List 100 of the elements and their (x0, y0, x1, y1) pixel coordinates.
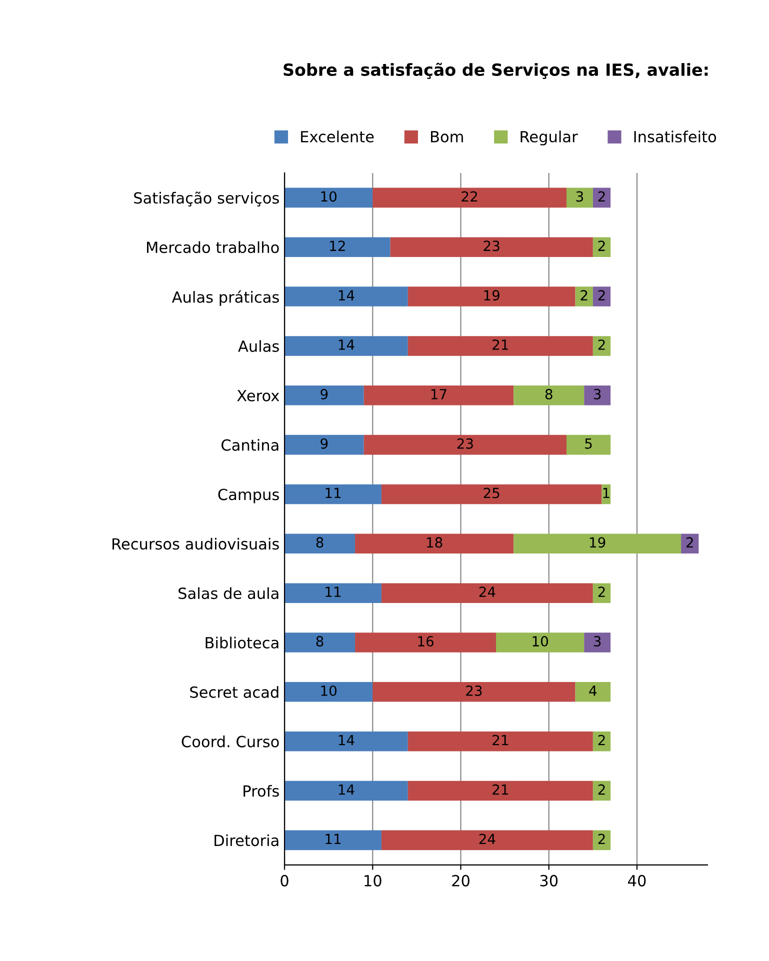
data-label: 23 (457, 438, 473, 449)
data-label: 24 (479, 834, 496, 844)
chart-title: Sobre a satisfação de Serviços na IES, avalie: (284, 62, 708, 80)
data-label: 17 (431, 389, 446, 400)
data-label: 14 (338, 784, 354, 795)
bar (592, 286, 611, 306)
data-label: 2 (598, 240, 605, 251)
bar (381, 583, 593, 603)
y-tick-label: Xerox (237, 390, 280, 402)
x-tick-label: 40 (628, 874, 646, 886)
legend-label: Excelente (301, 130, 374, 142)
y-tick-label: Secret acad (190, 686, 278, 698)
bar (355, 632, 496, 652)
bar (284, 780, 408, 801)
bar (408, 336, 593, 356)
bar (575, 682, 611, 702)
data-label: 25 (484, 488, 500, 498)
legend-label: Regular (520, 130, 578, 146)
bar (284, 286, 408, 306)
y-tick-label: Coord. Curso (182, 736, 279, 748)
data-label: 14 (338, 340, 354, 350)
bar (592, 583, 611, 603)
data-label: 11 (326, 586, 341, 597)
y-tick-label: Aulas (238, 340, 279, 352)
bar (372, 188, 566, 208)
data-label: 10 (532, 636, 548, 647)
data-label: 2 (598, 191, 605, 202)
x-tick-label: 30 (540, 874, 558, 886)
data-label: 21 (492, 784, 508, 795)
data-label: 3 (594, 636, 601, 647)
y-tick-label: Diretoria (214, 834, 278, 846)
bar (408, 286, 576, 306)
bar (681, 534, 699, 554)
data-label: 1 (603, 488, 610, 498)
bar (284, 830, 382, 850)
bar (284, 336, 408, 356)
bar (284, 682, 373, 702)
data-label: 9 (320, 388, 328, 400)
bar (592, 830, 611, 850)
data-label: 8 (316, 636, 324, 647)
bar (355, 534, 514, 554)
data-label: 3 (594, 388, 601, 400)
bar (284, 632, 356, 652)
y-tick-label: Mercado trabalho (147, 241, 279, 254)
data-label: 18 (427, 537, 442, 548)
bar (284, 237, 390, 257)
bar (566, 434, 611, 455)
data-label: 10 (321, 191, 336, 202)
y-tick-label: Recursos audiovisuais (112, 538, 279, 550)
x-tick-label: 20 (452, 874, 470, 886)
data-label: 10 (321, 685, 336, 696)
y-tick-label: Satisfação serviços (134, 192, 279, 206)
bar (584, 632, 611, 652)
bar (575, 286, 593, 306)
data-label: 19 (590, 537, 606, 548)
data-label: 12 (330, 240, 345, 251)
bar (514, 534, 682, 554)
data-label: 23 (484, 240, 500, 252)
data-label: 2 (598, 734, 605, 746)
bar (372, 682, 576, 702)
y-tick-label: Salas de aula (178, 587, 278, 600)
legend-label: Bom (431, 131, 463, 142)
y-tick-label: Aulas práticas (172, 290, 279, 306)
data-label: 4 (589, 686, 597, 696)
y-tick-label: Profs (244, 784, 279, 797)
bar (514, 386, 584, 406)
bar (364, 386, 514, 406)
bar (592, 237, 611, 257)
bar (284, 188, 373, 208)
bar (592, 336, 611, 356)
data-label: 3 (576, 191, 584, 202)
x-tick-label: 0 (280, 874, 288, 886)
y-tick-label: Cantina (222, 439, 278, 451)
y-tick-label: Campus (218, 488, 279, 504)
data-label: 19 (484, 290, 500, 301)
data-label: 2 (598, 784, 605, 795)
data-label: 2 (598, 290, 605, 300)
data-label: 2 (686, 537, 693, 548)
data-label: 5 (585, 438, 592, 449)
bar (496, 632, 584, 652)
bar (381, 484, 602, 504)
x-tick-label: 10 (364, 874, 382, 886)
data-label: 14 (338, 735, 354, 746)
bar (364, 434, 566, 455)
data-label: 14 (338, 290, 354, 300)
data-label: 2 (598, 586, 605, 597)
data-label: 22 (462, 191, 478, 202)
data-label: 11 (326, 488, 341, 498)
data-label: 2 (598, 834, 605, 844)
bar (592, 731, 611, 752)
data-label: 2 (598, 339, 605, 350)
data-label: 24 (479, 586, 496, 597)
bar (592, 188, 611, 208)
data-label: 8 (316, 537, 324, 548)
bar (584, 386, 611, 406)
bar (284, 731, 408, 752)
data-label: 8 (545, 388, 552, 400)
bar (408, 731, 593, 752)
data-label: 16 (418, 636, 434, 647)
bar (284, 434, 364, 455)
